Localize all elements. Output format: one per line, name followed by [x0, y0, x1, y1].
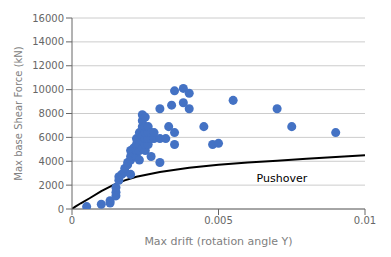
svg-text:10000: 10000 — [32, 84, 64, 95]
svg-text:Max drift (rotation angle Y): Max drift (rotation angle Y) — [144, 235, 292, 248]
svg-text:2000: 2000 — [39, 180, 64, 191]
svg-text:Pushover: Pushover — [257, 172, 308, 185]
svg-text:16000: 16000 — [32, 13, 64, 24]
svg-text:8000: 8000 — [39, 108, 64, 119]
svg-text:0.005: 0.005 — [204, 215, 233, 226]
svg-text:14000: 14000 — [32, 36, 64, 47]
svg-text:0.01: 0.01 — [354, 215, 376, 226]
svg-text:Max base Shear Force (kN): Max base Shear Force (kN) — [13, 46, 24, 181]
svg-text:12000: 12000 — [32, 60, 64, 71]
svg-text:0: 0 — [69, 215, 75, 226]
svg-text:4000: 4000 — [39, 156, 64, 167]
svg-text:6000: 6000 — [39, 132, 64, 143]
svg-text:0: 0 — [58, 204, 64, 215]
